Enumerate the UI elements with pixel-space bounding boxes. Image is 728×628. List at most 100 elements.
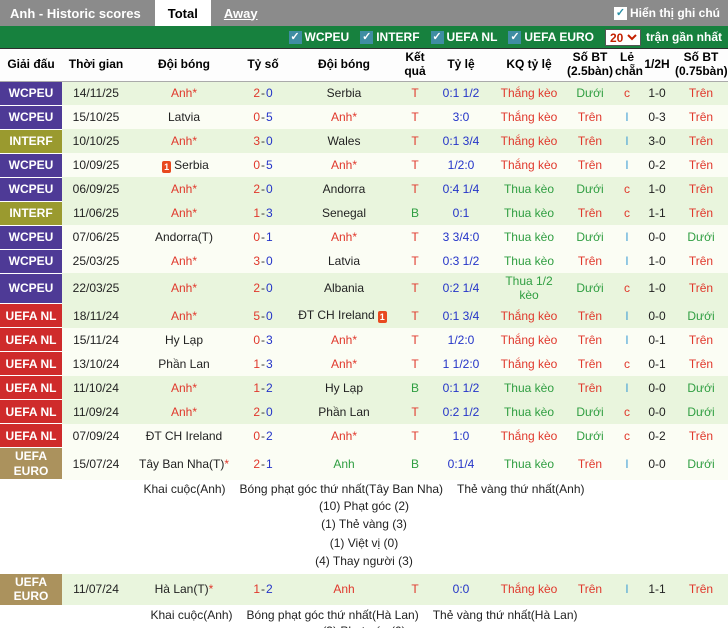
odd-even-cell: c [614,351,640,376]
checkbox-checked-icon[interactable]: ✓ [360,30,374,44]
away-team: Anh* [288,351,400,376]
away-team: Phần Lan [288,399,400,424]
filter-bar: ✓ WCPEU ✓ INTERF ✓ UEFA NL ✓ UEFA EURO 2… [0,26,728,48]
league-badge: WCPEU [0,105,62,130]
over075-cell: Dưới [674,303,728,328]
show-notes-toggle[interactable]: ✓ Hiển thị ghi chú [614,0,728,26]
match-date: 15/10/25 [62,105,130,130]
over075-cell: Trên [674,201,728,226]
filter-uefa-euro[interactable]: ✓ UEFA EURO [508,30,594,44]
filter-interf[interactable]: ✓ INTERF [360,30,420,44]
tab-away[interactable]: Away [223,5,258,21]
over25-cell: Trên [566,129,614,154]
red-card-icon: 1 [377,311,387,324]
odds-cell: 0:1 3/4 [430,303,492,328]
away-team: ĐT CH Ireland 1 [288,303,400,328]
checkbox-checked-icon[interactable]: ✓ [614,6,627,20]
odds-result-cell: Thua kèo [492,249,566,274]
col-result: Kết quả [400,48,430,82]
match-date: 06/09/25 [62,177,130,202]
halftime-cell: 0-0 [640,225,674,250]
note-stat-line: (4) Thay người (3) [315,554,413,569]
over075-cell: Trên [674,105,728,130]
table-header-row: Giải đấu Thời gian Đội bóng Tỷ số Đội bó… [0,48,728,82]
home-team: Hà Lan(T)* [130,573,238,606]
filter-wcpeu[interactable]: ✓ WCPEU [288,30,349,44]
odds-cell: 3:0 [430,105,492,130]
tracked-team-star: * [192,133,198,148]
league-badge: UEFA EURO [0,447,62,481]
tracked-team-star: * [192,404,198,419]
table-row: WCPEU 10/09/25 1 Serbia 0-5 Anh* T 1/2:0 … [0,153,728,178]
odds-cell: 0:1 1/2 [430,375,492,400]
col-halftime: 1/2H [640,48,674,82]
halftime-cell: 0-0 [640,447,674,480]
over075-cell: Trên [674,177,728,202]
league-badge: INTERF [0,201,62,226]
odds-result-cell: Thua kèo [492,375,566,400]
odd-even-cell: l [614,225,640,250]
away-team: Anh* [288,327,400,352]
halftime-cell: 1-0 [640,81,674,106]
tracked-team-star: * [192,253,198,268]
away-team: Albania [288,273,400,304]
tracked-team-star: * [352,229,358,244]
league-badge: INTERF [0,129,62,154]
tracked-team-star: * [352,356,358,371]
checkbox-checked-icon[interactable]: ✓ [430,30,444,44]
match-score: 2-0 [238,81,288,106]
odds-result-cell: Thua kèo [492,399,566,424]
match-date: 11/10/24 [62,375,130,400]
odds-result-cell: Thắng kèo [492,81,566,106]
over075-cell: Trên [674,351,728,376]
league-badge: UEFA NL [0,399,62,425]
tracked-team-star: * [208,582,214,597]
table-row: UEFA NL 13/10/24 Phần Lan 1-3 Anh* T 1 1… [0,351,728,377]
odd-even-cell: l [614,573,640,606]
over25-cell: Dưới [566,81,614,106]
over25-cell: Dưới [566,273,614,304]
note-stat-line: (3) Phạt góc (0) [0,622,728,628]
checkbox-checked-icon[interactable]: ✓ [288,30,302,44]
odds-result-cell: Thắng kèo [492,303,566,328]
match-date: 18/11/24 [62,303,130,328]
halftime-cell: 0-2 [640,153,674,178]
note-stat-line: (10) Phạt góc (2) [318,498,410,513]
home-team: Latvia [130,105,238,130]
odd-even-cell: l [614,327,640,352]
over25-cell: Trên [566,105,614,130]
league-badge: UEFA NL [0,375,62,401]
odd-even-cell: l [614,249,640,274]
note-header: Khai cuộc(Anh) Bóng phạt góc thứ nhất(Tây… [143,482,585,497]
odds-result-cell: Thắng kèo [492,129,566,154]
tracked-team-star: * [192,308,198,323]
halftime-cell: 0-0 [640,303,674,328]
odd-even-cell: c [614,423,640,448]
filter-uefa-nl[interactable]: ✓ UEFA NL [430,30,497,44]
league-badge: WCPEU [0,273,62,305]
checkbox-checked-icon[interactable]: ✓ [508,30,522,44]
red-card-icon: 1 [162,160,172,173]
over25-cell: Trên [566,153,614,178]
away-team: Anh [288,573,400,606]
odd-even-cell: c [614,201,640,226]
tab-total[interactable]: Total [154,0,211,26]
league-badge: WCPEU [0,177,62,202]
match-date: 13/10/24 [62,351,130,376]
col-away-team: Đội bóng [288,48,400,82]
league-badge: UEFA NL [0,327,62,353]
home-team: Tây Ban Nha(T)* [130,447,238,480]
odd-even-cell: l [614,153,640,178]
odds-cell: 3 3/4:0 [430,225,492,250]
league-badge: UEFA NL [0,303,62,329]
odd-even-cell: c [614,399,640,424]
odds-cell: 0:0 [430,573,492,606]
halftime-cell: 1-0 [640,249,674,274]
over25-cell: Trên [566,375,614,400]
odds-result-cell: Thắng kèo [492,573,566,606]
home-team: Anh* [130,303,238,328]
home-team: Anh* [130,81,238,106]
result-cell: T [400,303,430,328]
recent-count-select[interactable]: 20 [604,28,641,46]
over25-cell: Trên [566,447,614,480]
